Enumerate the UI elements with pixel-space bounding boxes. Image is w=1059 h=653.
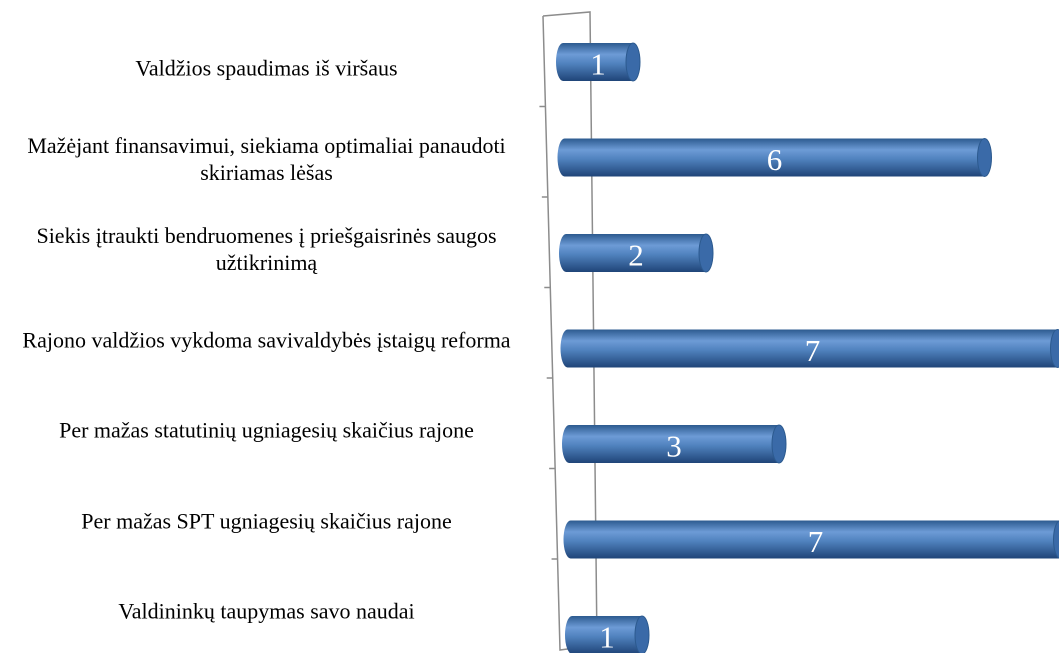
bar: [563, 520, 1059, 559]
category-label: Mažėjant finansavimui, siekiama optimali…: [27, 132, 506, 185]
bar-body: [560, 329, 1059, 368]
bar-body: [565, 616, 649, 653]
category-label: Rajono valdžios vykdoma savivaldybės įst…: [22, 327, 511, 352]
value-label: 1: [599, 620, 615, 653]
bar-cap: [1053, 520, 1059, 559]
value-label: 2: [628, 238, 644, 273]
category-label: Per mažas SPT ugniagesių skaičius rajone: [81, 508, 452, 533]
value-label: 7: [808, 524, 824, 559]
category-label: Valdžios spaudimas iš viršaus: [135, 55, 398, 81]
bar-body: [556, 43, 640, 81]
value-label: 6: [767, 142, 783, 177]
bar-cap: [977, 138, 992, 177]
bar-cap: [1050, 329, 1059, 368]
bar: [562, 424, 787, 464]
bar-body: [559, 234, 713, 272]
bar-body: [557, 138, 992, 177]
bar: [557, 138, 992, 177]
value-label: 3: [666, 429, 682, 464]
bar: [565, 615, 650, 653]
bars: [556, 42, 1059, 653]
bar-cap: [625, 42, 641, 82]
bar-body: [563, 520, 1059, 559]
bar-cap: [771, 424, 787, 464]
bar-cap: [634, 615, 650, 653]
category-label: Per mažas statutinių ugniagesių skaičius…: [59, 417, 474, 443]
category-label: Valdininkų taupymas savo naudai: [118, 598, 415, 624]
bar-body: [562, 425, 786, 463]
bar: [559, 233, 714, 273]
value-label: 7: [805, 333, 821, 368]
bar-cap: [698, 233, 714, 273]
bar: [556, 42, 641, 82]
category-label: Siekis įtraukti bendruomenes į priešgais…: [36, 223, 497, 275]
value-label: 1: [590, 47, 606, 82]
bar: [560, 329, 1059, 368]
